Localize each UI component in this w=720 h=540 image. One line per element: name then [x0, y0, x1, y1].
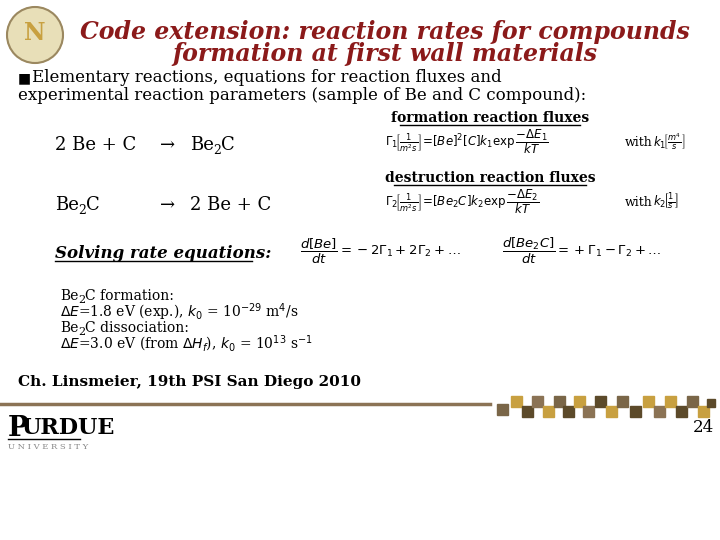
Text: $k_2\!\left[\frac{1}{s}\right]$: $k_2\!\left[\frac{1}{s}\right]$ — [653, 192, 679, 212]
Bar — [595, 396, 606, 407]
Bar — [606, 406, 617, 417]
Text: $\Gamma_1\!\left[\frac{1}{m^2s}\right]\!=\![Be]^2[C]k_1\exp\dfrac{-\Delta E_1}{k: $\Gamma_1\!\left[\frac{1}{m^2s}\right]\!… — [385, 127, 549, 157]
Text: C formation:: C formation: — [85, 289, 174, 303]
Text: →: → — [160, 196, 175, 214]
Bar — [654, 406, 665, 417]
Bar — [543, 406, 554, 417]
Text: C: C — [221, 136, 235, 154]
Text: $\Delta E$=3.0 eV (from $\Delta H_f$), $k_0$ = 10$^{13}$ s$^{-1}$: $\Delta E$=3.0 eV (from $\Delta H_f$), $… — [60, 334, 312, 354]
Bar — [554, 396, 565, 407]
Text: 2: 2 — [78, 327, 85, 337]
Text: Be: Be — [55, 196, 79, 214]
Bar — [630, 406, 641, 417]
Text: $\dfrac{d[Be]}{dt}=-2\Gamma_1+2\Gamma_2+\ldots$: $\dfrac{d[Be]}{dt}=-2\Gamma_1+2\Gamma_2+… — [300, 237, 461, 266]
Text: Solving rate equations:: Solving rate equations: — [55, 245, 271, 261]
Bar — [532, 396, 543, 407]
Bar — [698, 406, 709, 417]
Bar — [574, 396, 585, 407]
Text: 24: 24 — [693, 420, 714, 436]
Text: $\dfrac{d[Be_2C]}{dt}=+\Gamma_1-\Gamma_2+\ldots$: $\dfrac{d[Be_2C]}{dt}=+\Gamma_1-\Gamma_2… — [502, 236, 662, 266]
Bar — [676, 406, 687, 417]
Bar — [583, 406, 594, 417]
Text: with: with — [625, 195, 653, 208]
Text: URDUE: URDUE — [21, 417, 114, 439]
Bar — [617, 396, 628, 407]
Circle shape — [7, 7, 63, 63]
Text: $\Delta E$=1.8 eV (exp.), $k_0$ = 10$^{-29}$ m$^4$/s: $\Delta E$=1.8 eV (exp.), $k_0$ = 10$^{-… — [60, 301, 298, 323]
Text: Be: Be — [60, 289, 78, 303]
Text: 2: 2 — [78, 204, 86, 217]
Text: N: N — [24, 21, 46, 45]
Text: $\Gamma_2\!\left[\frac{1}{m^2s}\right]\!=\![Be_2C]k_2\exp\dfrac{-\Delta E_2}{kT}: $\Gamma_2\!\left[\frac{1}{m^2s}\right]\!… — [385, 187, 539, 217]
Text: Be: Be — [190, 136, 214, 154]
Bar — [563, 406, 574, 417]
Text: $k_1\!\left[\frac{m^4}{s}\right]$: $k_1\!\left[\frac{m^4}{s}\right]$ — [653, 132, 685, 152]
Text: ■: ■ — [18, 71, 31, 85]
Bar — [687, 396, 698, 407]
Text: Elementary reactions, equations for reaction fluxes and: Elementary reactions, equations for reac… — [32, 70, 502, 86]
Text: formation at first wall materials: formation at first wall materials — [173, 42, 598, 66]
Text: 2 Be + C: 2 Be + C — [55, 136, 136, 154]
Text: 2 Be + C: 2 Be + C — [190, 196, 271, 214]
Text: destruction reaction fluxes: destruction reaction fluxes — [384, 171, 595, 185]
Text: formation reaction fluxes: formation reaction fluxes — [391, 111, 589, 125]
Bar — [665, 396, 676, 407]
Bar — [522, 406, 533, 417]
Text: C: C — [86, 196, 100, 214]
Text: Code extension: reaction rates for compounds: Code extension: reaction rates for compo… — [80, 20, 690, 44]
Text: 2: 2 — [213, 144, 221, 157]
Text: Ch. Linsmeier, 19th PSI San Diego 2010: Ch. Linsmeier, 19th PSI San Diego 2010 — [18, 375, 361, 389]
Bar — [511, 396, 522, 407]
Text: P: P — [8, 415, 29, 442]
Text: →: → — [160, 136, 175, 154]
Text: with: with — [625, 136, 653, 148]
Text: experimental reaction parameters (sample of Be and C compound):: experimental reaction parameters (sample… — [18, 87, 586, 105]
Text: U N I V E R S I T Y: U N I V E R S I T Y — [8, 443, 89, 451]
Text: 2: 2 — [78, 295, 85, 305]
Bar — [643, 396, 654, 407]
Text: Be: Be — [60, 321, 78, 335]
Bar — [497, 404, 508, 415]
Text: C dissociation:: C dissociation: — [85, 321, 189, 335]
Bar — [707, 399, 715, 407]
